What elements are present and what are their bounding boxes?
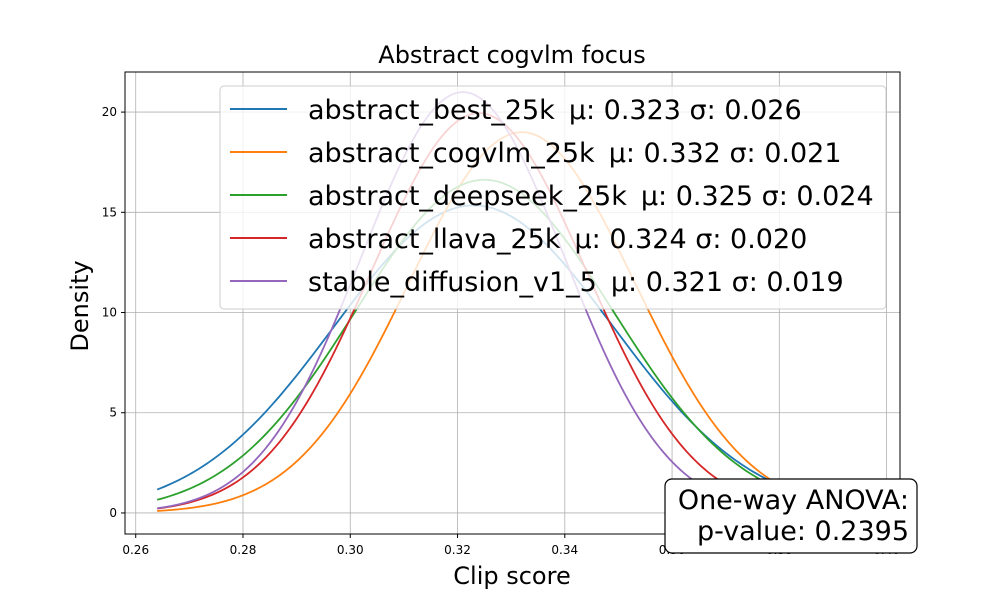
y-tick-label: 10 xyxy=(102,306,117,320)
x-axis-label: Clip score xyxy=(453,562,570,590)
y-axis-label: Density xyxy=(66,260,94,351)
legend-series-name: abstract_deepseek_25k xyxy=(308,181,627,212)
legend-box xyxy=(219,85,887,310)
x-tick-label: 0.30 xyxy=(337,543,364,557)
plot-frame xyxy=(124,71,901,535)
legend: abstract_best_25k μ: 0.323 σ: 0.026 abstra… xyxy=(219,85,887,310)
chart-title: Abstract cogvlm focus xyxy=(378,41,645,69)
anova-annotation: One-way ANOVA: p-value: 0.2395 xyxy=(664,478,918,554)
legend-series-stats: μ: 0.325 σ: 0.024 xyxy=(641,181,874,212)
y-axis-ticks: 0 5 10 15 20 xyxy=(102,105,125,520)
legend-series-name: abstract_llava_25k xyxy=(308,224,561,255)
legend-series-stats: μ: 0.321 σ: 0.019 xyxy=(611,267,844,298)
legend-entries: abstract_best_25k μ: 0.323 σ: 0.026 abstra… xyxy=(230,95,874,298)
legend-series-name: abstract_cogvlm_25k xyxy=(308,138,595,169)
anova-box xyxy=(664,478,918,554)
anova-p-value: p-value: 0.2395 xyxy=(697,516,909,547)
x-tick-label: 0.26 xyxy=(122,543,149,557)
y-tick-label: 0 xyxy=(109,506,117,520)
x-tick-label: 0.28 xyxy=(230,543,257,557)
legend-series-name: stable_diffusion_v1_5 xyxy=(308,267,597,298)
x-tick-label: 0.34 xyxy=(551,543,578,557)
legend-series-stats: μ: 0.324 σ: 0.020 xyxy=(574,224,807,255)
legend-series-name: abstract_best_25k xyxy=(308,95,555,126)
y-tick-label: 15 xyxy=(102,205,117,219)
y-tick-label: 20 xyxy=(102,105,117,119)
y-tick-label: 5 xyxy=(109,406,117,420)
x-tick-label: 0.32 xyxy=(444,543,471,557)
legend-series-stats: μ: 0.323 σ: 0.026 xyxy=(569,95,802,126)
anova-title: One-way ANOVA: xyxy=(678,485,909,516)
legend-series-stats: μ: 0.332 σ: 0.021 xyxy=(609,138,842,169)
